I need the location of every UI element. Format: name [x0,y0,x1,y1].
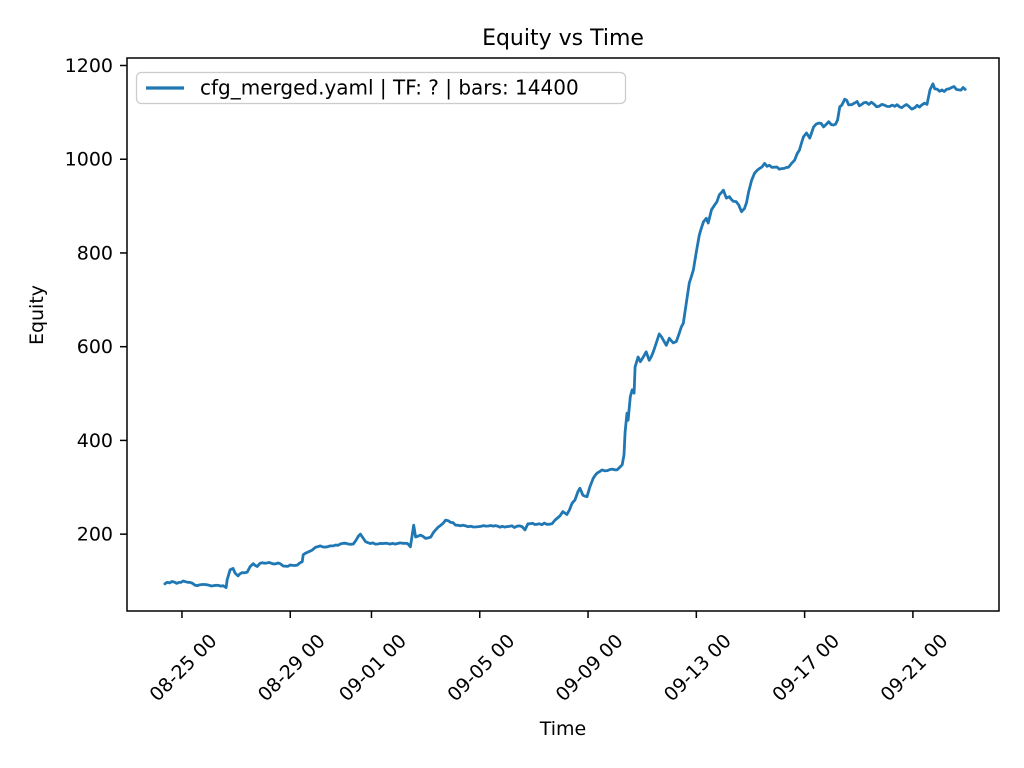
y-axis-ticks: 200 400 600 800 1000 1200 [65,55,127,546]
y-tick-label: 400 [77,430,113,452]
chart-title: Equity vs Time [482,26,644,51]
y-axis-label: Equity [26,285,48,345]
y-tick-label: 600 [77,336,113,358]
y-tick-label: 200 [77,524,113,546]
plot-border [126,57,1000,612]
x-axis-label: Time [539,718,587,740]
legend-label: cfg_merged.yaml | TF: ? | bars: 14400 [200,76,579,100]
y-tick-label: 1000 [65,149,113,171]
y-tick-label: 1200 [65,55,113,77]
equity-line [163,82,967,589]
legend: cfg_merged.yaml | TF: ? | bars: 14400 [135,71,627,105]
legend-box [135,71,627,105]
y-tick-label: 800 [77,242,113,264]
